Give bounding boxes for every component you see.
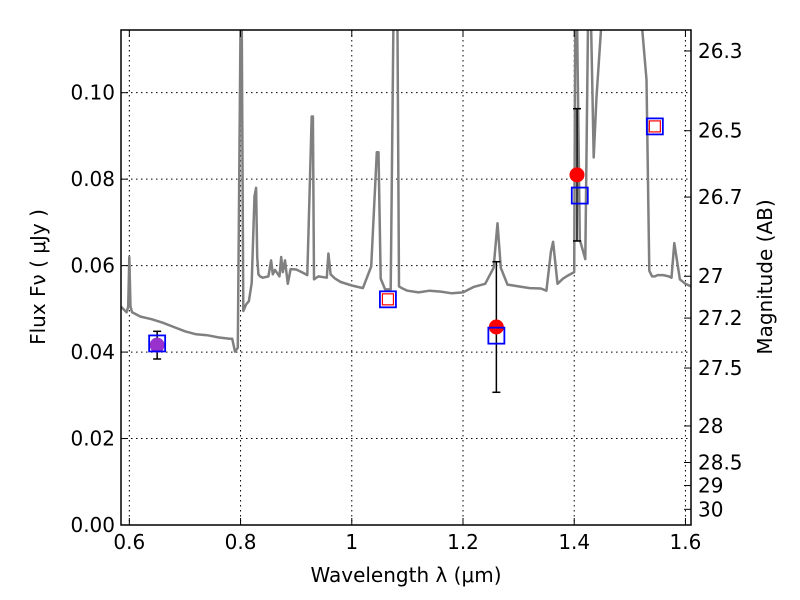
- x-tick-label: 1: [345, 530, 358, 554]
- mag-tick-label: 28.5: [698, 451, 743, 475]
- x-tick-label: 1.2: [447, 530, 479, 554]
- synthetic-point: [487, 326, 506, 345]
- grid: [121, 30, 691, 525]
- x-axis-label: Wavelength λ (μm): [310, 563, 501, 587]
- mag-tick-label: 26.5: [698, 119, 743, 143]
- y-tick-label: 0.06: [70, 254, 115, 278]
- y-tick-label: 0.04: [70, 340, 115, 364]
- mag-tick-label: 27.5: [698, 356, 743, 380]
- x-tick-label: 0.6: [113, 530, 145, 554]
- x-tick-label: 0.8: [225, 530, 257, 554]
- x-tick-label: 1.6: [670, 530, 702, 554]
- synthetic-point: [570, 186, 589, 205]
- right-axis-label: Magnitude (AB): [753, 199, 777, 354]
- x-tick-label: 1.4: [558, 530, 590, 554]
- synthetic-point: [148, 334, 167, 353]
- model-spectrum: [121, 30, 691, 353]
- synthetic-inner-marker: [381, 293, 395, 306]
- mag-tick-label: 28: [698, 414, 723, 438]
- synthetic-point: [379, 290, 397, 309]
- synthetic-point: [645, 117, 664, 136]
- photometry-points: [148, 107, 664, 394]
- y-axis-label: Flux Fν ( μJy ): [26, 209, 50, 345]
- y-tick-label: 0.02: [70, 427, 115, 451]
- mag-tick-label: 29: [698, 474, 723, 498]
- y-tick-label: 0.08: [70, 167, 115, 191]
- mag-tick-label: 30: [698, 497, 723, 521]
- y-tick-label: 0.10: [70, 81, 115, 105]
- observed-point: [149, 337, 165, 353]
- axis-ticks: 0.6 0.8 1 1.2 1.4 1.6 0.00 0.02 0.04 0.06 0.08 0.10…: [70, 30, 743, 554]
- mag-tick-label: 27: [698, 264, 723, 288]
- mag-tick-label: 26.3: [698, 39, 743, 63]
- model-spectrum-line: [121, 30, 691, 353]
- mag-tick-label: 27.2: [698, 306, 743, 330]
- mag-tick-label: 26.7: [698, 185, 743, 209]
- synthetic-inner-marker: [648, 120, 661, 133]
- observed-point: [569, 167, 585, 183]
- y-tick-label: 0.00: [70, 513, 115, 537]
- plot-frame: [120, 29, 692, 526]
